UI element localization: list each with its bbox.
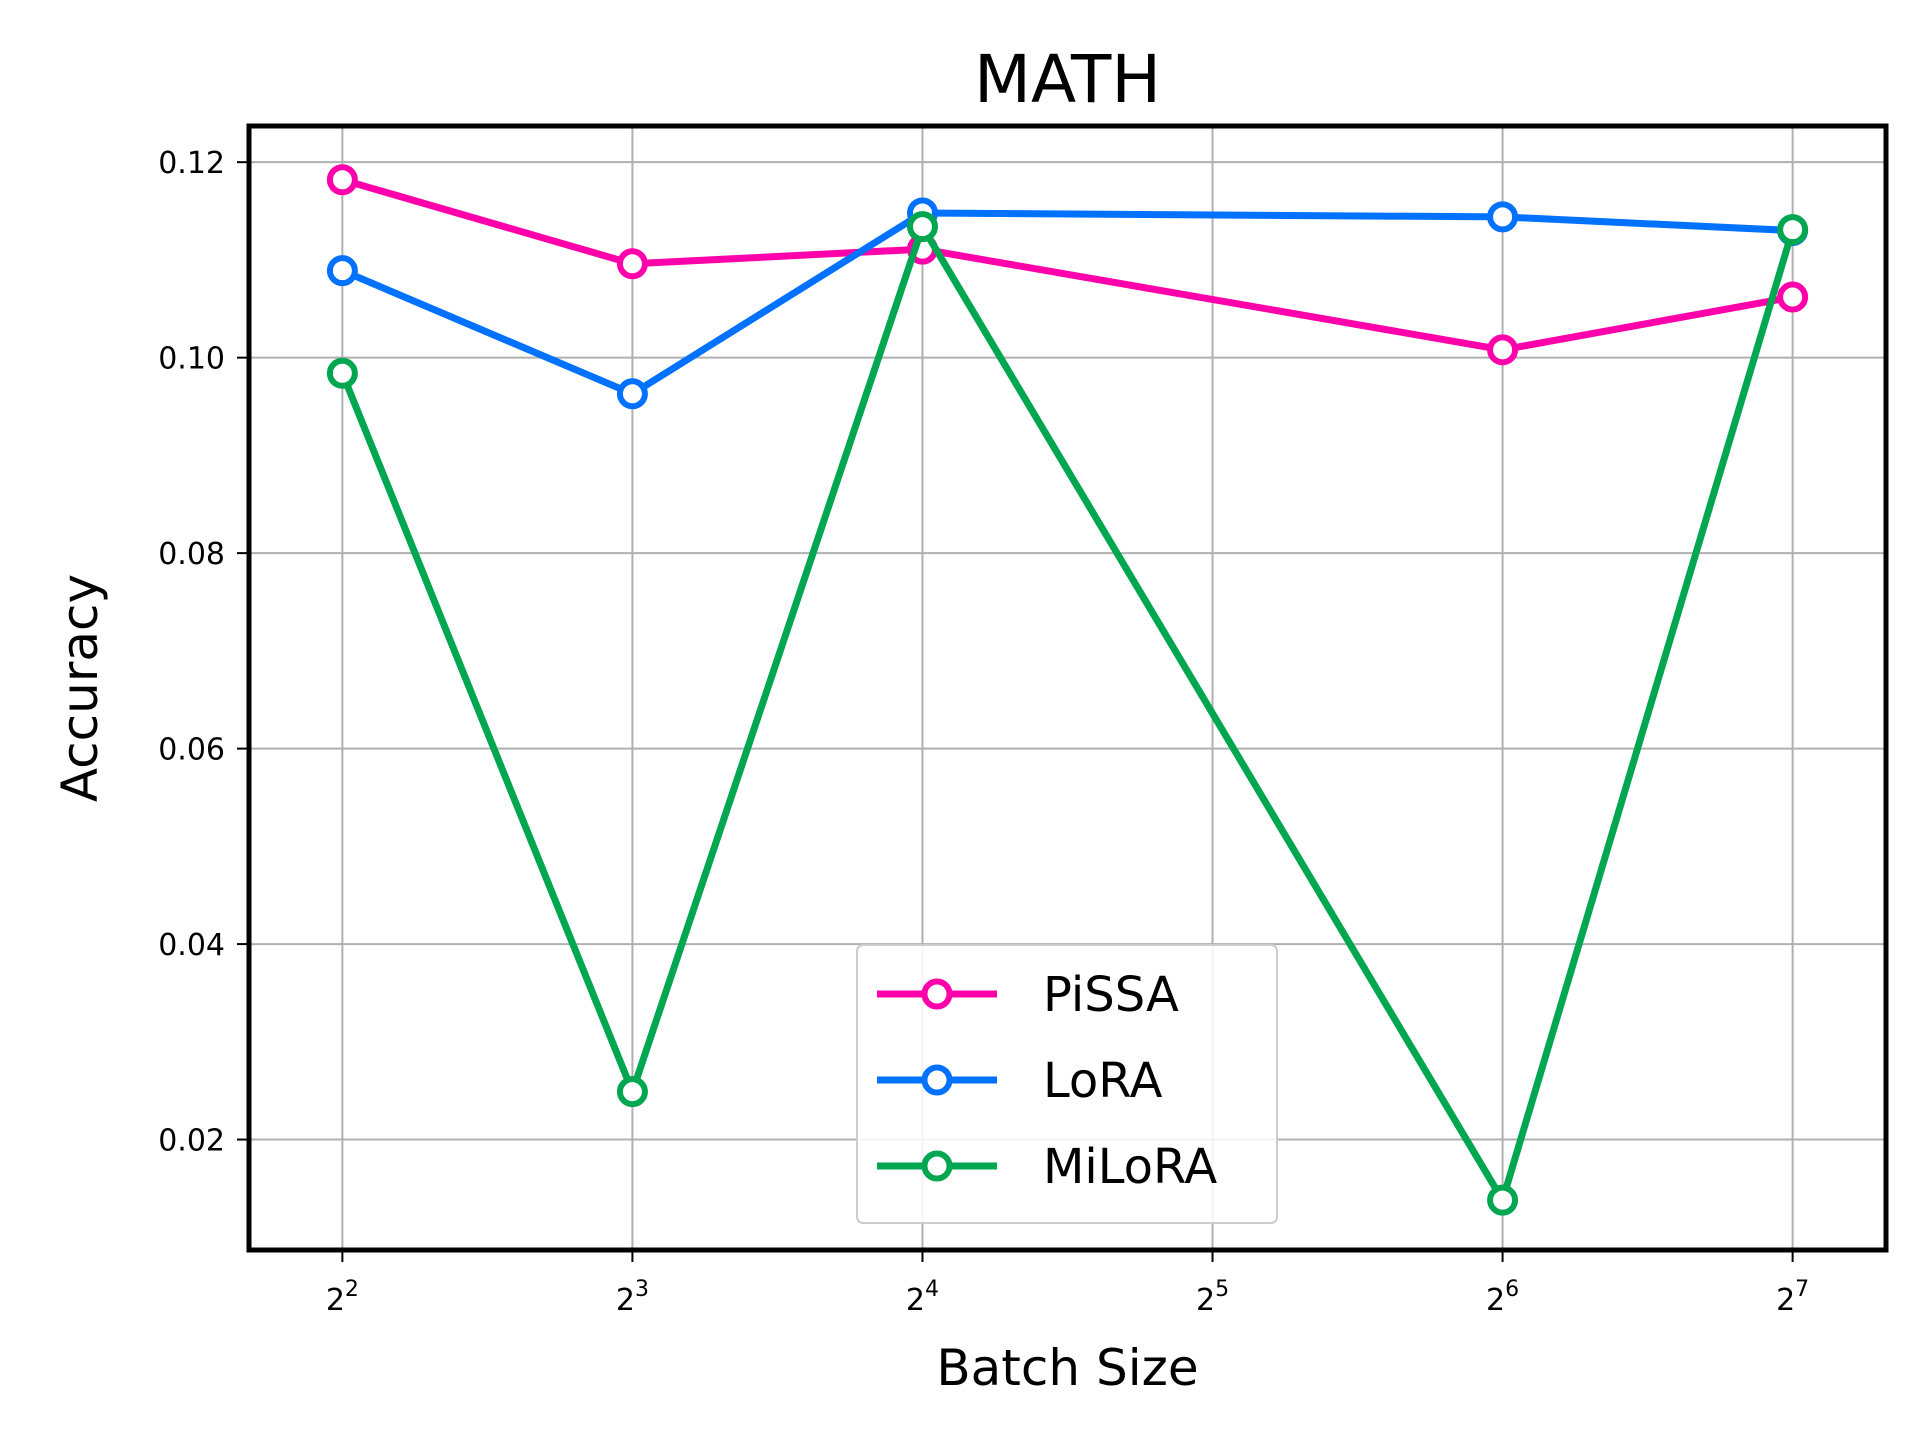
legend-lora-label: LoRA [1043,1053,1163,1109]
legend-milora-marker [921,1150,953,1182]
chart-title: MATH [974,41,1161,118]
y-tick-label: 0.06 [158,733,225,768]
x-tick-label: 25 [1196,1277,1229,1318]
x-axis-title: Batch Size [936,1339,1198,1397]
y-tick-label: 0.04 [158,928,225,963]
x-tick-label: 26 [1486,1277,1519,1318]
pissa-point [1487,334,1519,366]
x-tick-base: 2 [1776,1283,1795,1318]
x-tick-exponent: 6 [1505,1277,1519,1302]
lora-point [326,255,358,287]
x-tick-exponent: 3 [635,1277,649,1302]
series-group [326,164,1809,1216]
legend-milora-label: MiLoRA [1043,1139,1217,1195]
plot-frame [246,123,1889,1253]
x-tick-exponent: 2 [345,1277,359,1302]
milora-point [326,357,358,389]
y-axis-title: Accuracy [51,574,109,802]
x-tick-exponent: 4 [925,1277,939,1302]
x-tick-base: 2 [1196,1283,1215,1318]
y-tick-label: 0.10 [158,342,225,377]
pissa-point [326,164,358,196]
legend-lora-marker [921,1064,953,1096]
axis-ticks: 22 23 24 25 26 270.020.040.060.080.100.12 [158,146,1809,1318]
lora-point [1487,201,1519,233]
milora-point [616,1076,648,1108]
legend: PiSSA LoRA MiLoRA [856,944,1278,1224]
legend-pissa-marker [921,978,953,1010]
x-tick-base: 2 [326,1283,345,1318]
milora-point [906,211,938,243]
x-tick-base: 2 [1486,1283,1505,1318]
x-tick-label: 24 [906,1277,939,1318]
milora-point [1777,214,1809,246]
x-tick-label: 22 [326,1277,359,1318]
legend-pissa-label: PiSSA [1043,967,1179,1023]
y-tick-label: 0.02 [158,1124,225,1159]
x-tick-exponent: 5 [1215,1277,1229,1302]
milora-point [1487,1184,1519,1216]
x-tick-exponent: 7 [1795,1277,1809,1302]
lora-point [616,378,648,410]
x-tick-label: 23 [616,1277,649,1318]
x-tick-label: 27 [1776,1277,1809,1318]
legend-box [856,944,1278,1224]
x-tick-base: 2 [616,1283,635,1318]
grid-lines [249,126,1886,1250]
x-tick-base: 2 [906,1283,925,1318]
pissa-point [616,248,648,280]
pissa-point [1777,281,1809,313]
y-tick-label: 0.12 [158,146,225,181]
y-tick-label: 0.08 [158,537,225,572]
